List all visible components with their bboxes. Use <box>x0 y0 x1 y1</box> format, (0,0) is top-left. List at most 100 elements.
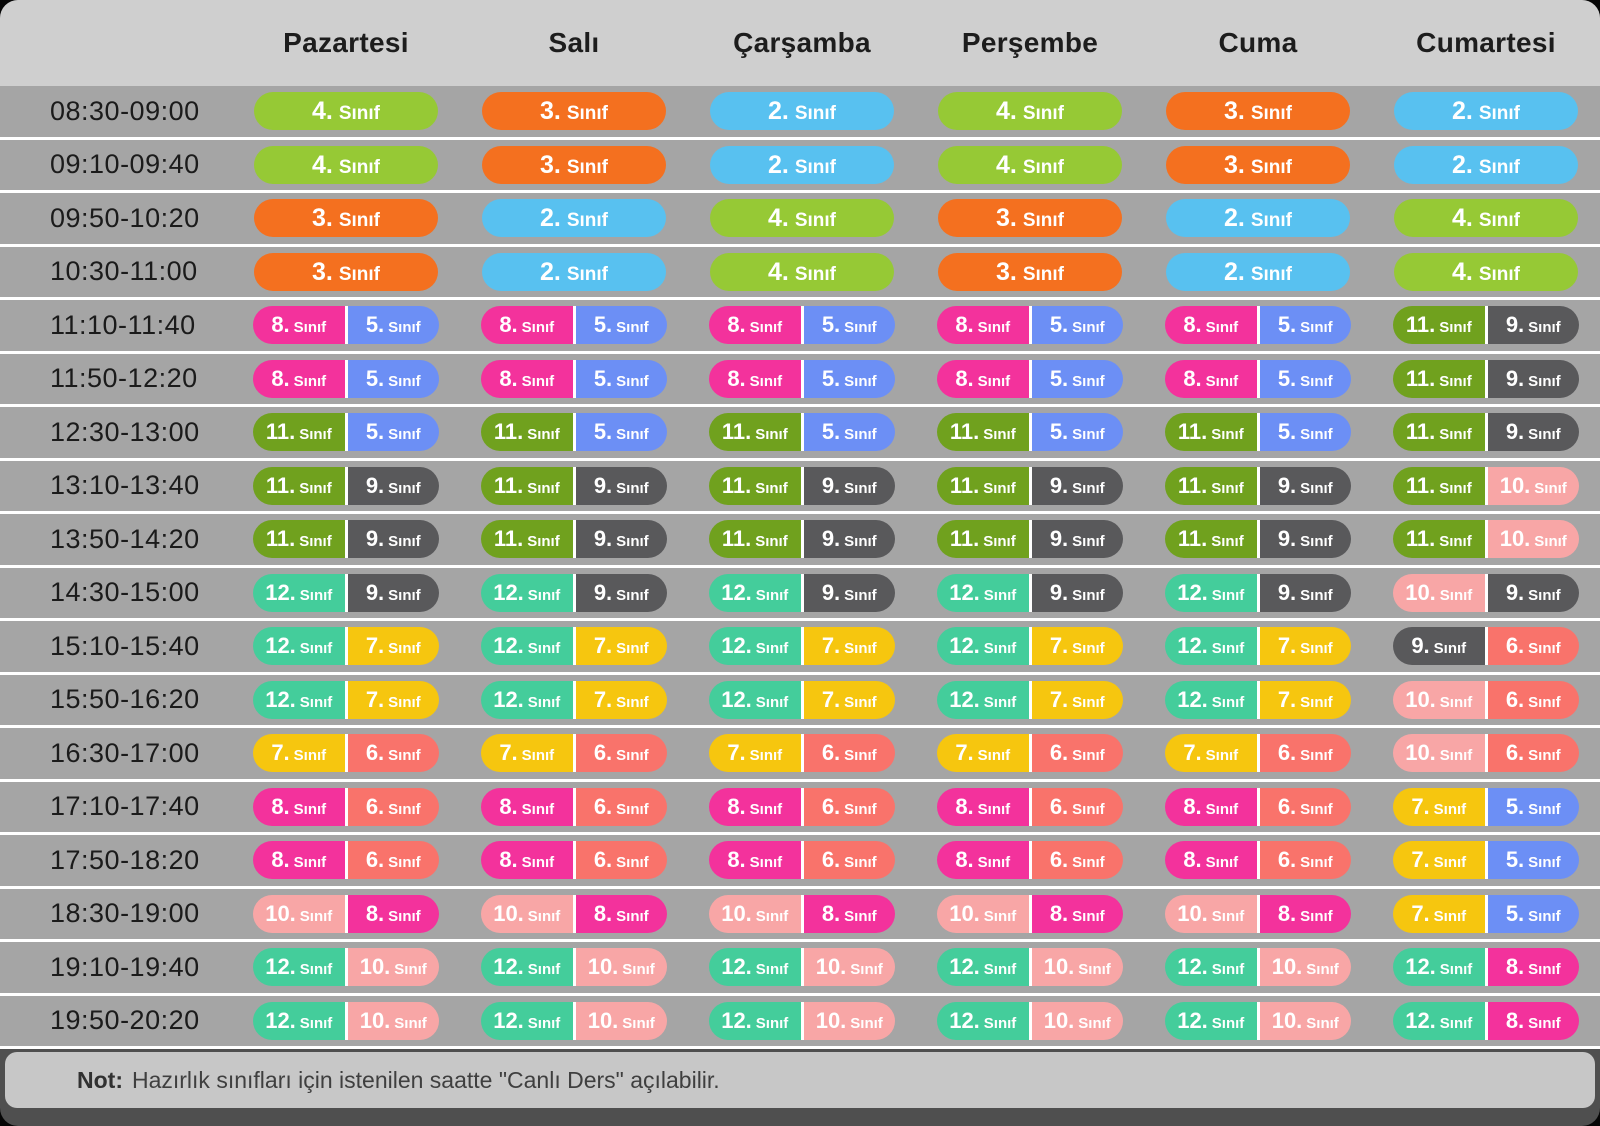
class-pill-grade-3: 3. Sınıf <box>254 252 438 291</box>
class-pill-pair: 10. Sınıf 6. Sınıf <box>1393 734 1579 773</box>
class-pill-grade-5: 5. Sınıf <box>800 413 895 452</box>
class-pill-grade-12: 12. Sınıf <box>481 1001 573 1040</box>
class-pill-pair: 11. Sınıf 10. Sınıf <box>1393 466 1579 505</box>
schedule-cell: 11. Sınıf 5. Sınıf <box>1144 413 1372 452</box>
class-pill-grade-4: 4. Sınıf <box>1394 252 1578 291</box>
schedule-cell: 8. Sınıf 6. Sınıf <box>1144 787 1372 826</box>
schedule-cell: 12. Sınıf 10. Sınıf <box>1144 948 1372 987</box>
class-pill-grade-10: 10. Sınıf <box>1393 734 1485 773</box>
class-pill-pair: 8. Sınıf 5. Sınıf <box>937 359 1123 398</box>
class-pill-grade-12: 12. Sınıf <box>937 948 1029 987</box>
class-pill-pair: 12. Sınıf 9. Sınıf <box>1165 573 1351 612</box>
class-pill-grade-6: 6. Sınıf <box>1256 734 1351 773</box>
class-pill-grade-8: 8. Sınıf <box>253 787 345 826</box>
class-pill-grade-8: 8. Sınıf <box>800 894 895 933</box>
class-pill-pair: 11. Sınıf 9. Sınıf <box>709 520 895 559</box>
class-pill-pair: 11. Sınıf 5. Sınıf <box>481 413 667 452</box>
schedule-cell: 12. Sınıf 9. Sınıf <box>1144 573 1372 612</box>
schedule-cell: 12. Sınıf 10. Sınıf <box>916 1001 1144 1040</box>
class-pill-grade-12: 12. Sınıf <box>253 1001 345 1040</box>
class-pill-grade-12: 12. Sınıf <box>1393 1001 1485 1040</box>
schedule-cell: 2. Sınıf <box>688 92 916 131</box>
class-pill-pair: 12. Sınıf 10. Sınıf <box>253 1001 439 1040</box>
schedule-cell: 12. Sınıf 9. Sınıf <box>460 573 688 612</box>
class-pill-grade-10: 10. Sınıf <box>709 894 801 933</box>
class-pill-pair: 12. Sınıf 9. Sınıf <box>709 573 895 612</box>
schedule-cell: 11. Sınıf 5. Sınıf <box>460 413 688 452</box>
class-pill-grade-5: 5. Sınıf <box>1028 413 1123 452</box>
class-pill-grade-9: 9. Sınıf <box>344 466 439 505</box>
class-pill-pair: 11. Sınıf 9. Sınıf <box>937 520 1123 559</box>
class-pill-grade-2: 2. Sınıf <box>710 92 894 131</box>
class-pill-grade-11: 11. Sınıf <box>253 520 345 559</box>
time-label: 17:10-17:40 <box>50 791 200 822</box>
class-pill-grade-4: 4. Sınıf <box>254 145 438 184</box>
class-pill-pair: 10. Sınıf 8. Sınıf <box>253 894 439 933</box>
class-pill-grade-10: 10. Sınıf <box>937 894 1029 933</box>
class-pill-grade-8: 8. Sınıf <box>709 306 801 345</box>
schedule-cell: 3. Sınıf <box>1144 92 1372 131</box>
schedule-cell: 4. Sınıf <box>688 252 916 291</box>
class-pill-grade-9: 9. Sınıf <box>344 573 439 612</box>
class-pill-pair: 12. Sınıf 10. Sınıf <box>481 1001 667 1040</box>
class-pill-pair: 11. Sınıf 9. Sınıf <box>1393 306 1579 345</box>
schedule-cell: 7. Sınıf 6. Sınıf <box>460 734 688 773</box>
schedule-cell: 11. Sınıf 9. Sınıf <box>688 520 916 559</box>
day-header-persembe: Perşembe <box>961 27 1099 58</box>
class-pill-grade-12: 12. Sınıf <box>1165 573 1257 612</box>
schedule-cell: 8. Sınıf 5. Sınıf <box>1144 359 1372 398</box>
schedule-cell: 11. Sınıf 9. Sınıf <box>1144 520 1372 559</box>
class-pill-grade-8: 8. Sınıf <box>709 787 801 826</box>
schedule-cell: 8. Sınıf 5. Sınıf <box>460 306 688 345</box>
schedule-cell: 11. Sınıf 9. Sınıf <box>688 466 916 505</box>
class-pill-pair: 8. Sınıf 6. Sınıf <box>1165 841 1351 880</box>
table-row: 19:10-19:40 12. Sınıf 10. Sınıf 12. Sınıf 10. Sı… <box>0 942 1600 993</box>
schedule-cell: 8. Sınıf 6. Sınıf <box>688 787 916 826</box>
class-pill-pair: 12. Sınıf 10. Sınıf <box>709 948 895 987</box>
schedule-cell: 8. Sınıf 6. Sınıf <box>460 787 688 826</box>
class-pill-grade-9: 9. Sınıf <box>1028 520 1123 559</box>
time-label: 10:30-11:00 <box>50 256 198 287</box>
note-label: Not: <box>77 1066 123 1093</box>
table-row: 19:50-20:20 12. Sınıf 10. Sınıf 12. Sınıf 10. Sı… <box>0 995 1600 1046</box>
schedule-cell: 11. Sınıf 9. Sınıf <box>916 520 1144 559</box>
class-pill-grade-8: 8. Sınıf <box>1165 841 1257 880</box>
schedule-cell: 7. Sınıf 5. Sınıf <box>1372 787 1600 826</box>
class-pill-pair: 11. Sınıf 9. Sınıf <box>709 466 895 505</box>
class-pill-grade-8: 8. Sınıf <box>937 841 1029 880</box>
class-pill-grade-8: 8. Sınıf <box>253 359 345 398</box>
table-row: 09:10-09:40 4. Sınıf 3. Sınıf 2. Sınıf 4. Sınıf 3… <box>0 139 1600 190</box>
class-pill-grade-11: 11. Sınıf <box>481 520 573 559</box>
class-pill-pair: 12. Sınıf 10. Sınıf <box>937 948 1123 987</box>
schedule-cell: 4. Sınıf <box>1372 199 1600 238</box>
class-pill-pair: 10. Sınıf 8. Sınıf <box>481 894 667 933</box>
table-row: 09:50-10:20 3. Sınıf 2. Sınıf 4. Sınıf 3. Sınıf 2… <box>0 193 1600 244</box>
class-pill-grade-5: 5. Sınıf <box>1484 894 1579 933</box>
class-pill-pair: 11. Sınıf 5. Sınıf <box>1165 413 1351 452</box>
schedule-cell: 12. Sınıf 10. Sınıf <box>688 1001 916 1040</box>
schedule-cell: 11. Sınıf 9. Sınıf <box>460 466 688 505</box>
table-row: 12:30-13:00 11. Sınıf 5. Sınıf 11. Sınıf 5. Sını… <box>0 407 1600 458</box>
schedule-cell: 3. Sınıf <box>460 145 688 184</box>
class-pill-pair: 12. Sınıf 10. Sınıf <box>709 1001 895 1040</box>
class-pill-pair: 7. Sınıf 5. Sınıf <box>1393 894 1579 933</box>
class-pill-grade-10: 10. Sınıf <box>572 1001 667 1040</box>
class-pill-grade-5: 5. Sınıf <box>344 306 439 345</box>
class-pill-pair: 11. Sınıf 5. Sınıf <box>937 413 1123 452</box>
class-pill-pair: 12. Sınıf 8. Sınıf <box>1393 948 1579 987</box>
schedule-cell: 3. Sınıf <box>916 252 1144 291</box>
class-pill-grade-6: 6. Sınıf <box>572 841 667 880</box>
class-pill-grade-6: 6. Sınıf <box>1256 787 1351 826</box>
class-pill-pair: 12. Sınıf 7. Sınıf <box>481 680 667 719</box>
class-pill-grade-11: 11. Sınıf <box>481 466 573 505</box>
class-pill-grade-10: 10. Sınıf <box>800 948 895 987</box>
class-pill-grade-8: 8. Sınıf <box>709 359 801 398</box>
class-pill-grade-6: 6. Sınıf <box>1028 841 1123 880</box>
class-pill-grade-11: 11. Sınıf <box>937 520 1029 559</box>
time-label: 19:50-20:20 <box>50 1005 200 1036</box>
class-pill-grade-10: 10. Sınıf <box>344 948 439 987</box>
day-header-cumartesi: Cumartesi <box>1416 27 1556 58</box>
class-pill-grade-8: 8. Sınıf <box>1165 306 1257 345</box>
class-pill-pair: 11. Sınıf 9. Sınıf <box>1393 413 1579 452</box>
class-pill-grade-4: 4. Sınıf <box>1394 199 1578 238</box>
